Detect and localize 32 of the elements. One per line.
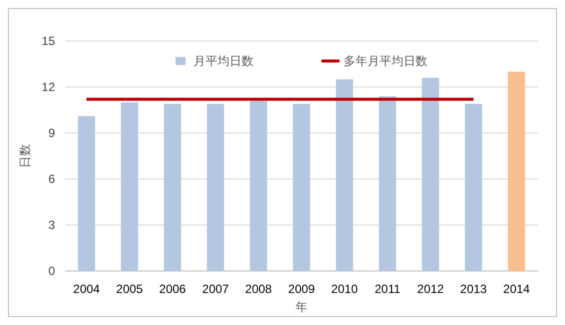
x-tick-label: 2013: [460, 282, 488, 296]
legend-label: 多年月平均日数: [344, 54, 428, 68]
bar: [336, 79, 354, 271]
bar: [292, 104, 310, 271]
x-tick-label: 2005: [116, 282, 144, 296]
x-tick-label: 2014: [503, 282, 530, 296]
bar: [378, 96, 396, 271]
bar: [250, 100, 268, 271]
bar: [78, 116, 96, 271]
x-tick-label: 2011: [374, 282, 401, 296]
bar: [464, 104, 482, 271]
x-tick-label: 2008: [245, 282, 272, 296]
bar: [422, 78, 440, 271]
x-axis-title: 年: [296, 300, 308, 314]
y-tick-label: 0: [48, 264, 56, 278]
bar: [120, 102, 138, 271]
x-tick-label: 2004: [73, 282, 100, 296]
y-tick-label: 3: [48, 218, 56, 232]
x-tick-label: 2009: [288, 282, 316, 296]
y-tick-label: 15: [42, 34, 56, 48]
x-tick-label: 2006: [159, 282, 186, 296]
y-tick-label: 12: [42, 80, 56, 94]
y-tick-label: 9: [48, 126, 56, 140]
bar: [206, 104, 224, 271]
legend-label: 月平均日数: [194, 54, 254, 68]
bar: [164, 104, 182, 271]
x-tick-label: 2010: [331, 282, 358, 296]
x-tick-label: 2012: [417, 282, 444, 296]
y-tick-label: 6: [48, 172, 56, 186]
y-axis-title: 日数: [18, 144, 32, 168]
x-tick-label: 2007: [202, 282, 230, 296]
bar: [508, 72, 526, 271]
